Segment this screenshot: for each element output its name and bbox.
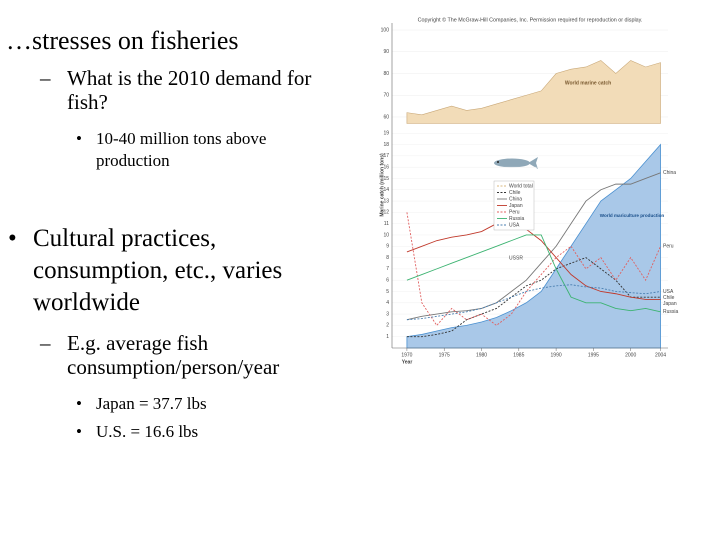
x-tick-label: 2004: [655, 352, 666, 358]
bullet-marker: •: [76, 394, 82, 413]
x-tick-label: 1985: [513, 352, 524, 358]
legend-label: China: [509, 196, 522, 202]
y-tick-label: 16: [383, 164, 389, 170]
y-tick-label: 6: [386, 278, 389, 284]
y-tick-label: 5: [386, 289, 389, 295]
annotation: USSR: [509, 255, 523, 261]
x-tick-label: 2000: [625, 352, 636, 358]
bullet-marker: •: [8, 225, 17, 252]
annotation: World marine catch: [565, 80, 611, 86]
bullet: • 10-40 million tons above production: [76, 128, 316, 172]
y-tick-label: 9: [386, 244, 389, 250]
fish-icon: [494, 157, 538, 169]
bullet: – E.g. average fish consumption/person/ye…: [40, 331, 340, 379]
y-tick-label: 2: [386, 323, 389, 329]
line: [406, 284, 661, 321]
legend-label: Peru: [509, 209, 520, 215]
slide-title: …stresses on fisheries: [6, 26, 239, 55]
y-tick-label: 19: [383, 131, 389, 137]
y-tick-label: 70: [383, 93, 389, 99]
y-tick-label: 100: [381, 27, 390, 33]
y-tick-label: 17: [383, 153, 389, 159]
y-tick-label: 90: [383, 49, 389, 55]
series-end-label: China: [663, 170, 676, 176]
bullet: • Cultural practices, consumption, etc., …: [8, 223, 328, 319]
area: [406, 60, 661, 124]
annotation: World mariculture production: [600, 213, 665, 218]
bullet-text: Cultural practices, consumption, etc., v…: [33, 225, 283, 316]
y-tick-label: 18: [383, 142, 389, 148]
bullet-text: Japan = 37.7 lbs: [96, 394, 207, 413]
bullet: • Japan = 37.7 lbs: [76, 393, 316, 415]
x-tick-label: 1980: [476, 352, 487, 358]
bullet: • U.S. = 16.6 lbs: [76, 421, 316, 443]
y-tick-label: 10: [383, 232, 389, 238]
bullet-marker: –: [40, 331, 51, 355]
series-end-label: Peru: [663, 244, 674, 250]
copyright: Copyright © The McGraw-Hill Companies, I…: [418, 16, 643, 23]
line: [406, 212, 661, 327]
legend-label: Russia: [509, 216, 525, 222]
bullet-marker: •: [76, 422, 82, 441]
bullet-text: U.S. = 16.6 lbs: [96, 422, 199, 441]
bullet-text: E.g. average fish consumption/person/yea…: [67, 331, 280, 379]
series-end-label: Japan: [663, 301, 677, 307]
x-tick-label: 1995: [588, 352, 599, 358]
legend-label: World total: [509, 183, 533, 189]
y-tick-label: 7: [386, 266, 389, 272]
x-tick-label: 1970: [401, 352, 412, 358]
legend-label: USA: [509, 222, 520, 228]
line: [406, 172, 661, 321]
x-axis-label: Year: [402, 359, 413, 365]
bullet-marker: –: [40, 66, 51, 90]
bullet-marker: •: [76, 129, 82, 148]
y-tick-label: 60: [383, 114, 389, 120]
y-tick-label: 3: [386, 311, 389, 317]
y-tick-label: 4: [386, 300, 389, 306]
y-tick-label: 11: [384, 221, 389, 227]
y-axis-label: Marine catch (million tons): [379, 153, 385, 217]
series-end-label: Russia: [663, 309, 679, 315]
y-tick-label: 15: [383, 176, 389, 182]
legend-label: Japan: [509, 203, 523, 209]
y-tick-label: 8: [386, 255, 389, 261]
line: [406, 257, 661, 338]
line: [406, 234, 661, 313]
bullet: – What is the 2010 demand for fish?: [40, 66, 350, 114]
y-tick-label: 1: [386, 334, 389, 340]
y-tick-label: 13: [383, 198, 389, 204]
bullet-text: 10-40 million tons above production: [96, 129, 267, 170]
y-tick-label: 14: [383, 187, 389, 193]
series-end-label: Chile: [663, 295, 675, 301]
y-tick-label: 12: [383, 210, 389, 216]
legend-label: Chile: [509, 190, 521, 196]
x-tick-label: 1975: [439, 352, 450, 358]
y-tick-label: 80: [383, 71, 389, 77]
bullet-text: What is the 2010 demand for fish?: [67, 66, 312, 114]
series-end-label: USA: [663, 289, 674, 295]
x-tick-label: 1990: [551, 352, 562, 358]
